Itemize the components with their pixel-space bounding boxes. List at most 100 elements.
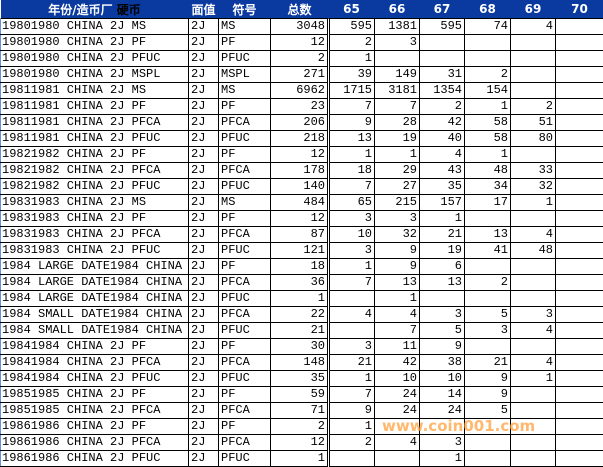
cell-grade-count[interactable]: 215 (375, 195, 420, 211)
cell-grade-count[interactable] (556, 339, 603, 355)
cell-name[interactable]: 19831983 CHINA 2J MS (1, 195, 189, 211)
cell-grade-count[interactable]: 1 (511, 371, 556, 387)
cell-grade-count[interactable]: 35 (420, 179, 465, 195)
cell-grade-count[interactable]: 5 (420, 323, 465, 339)
cell-grade-count[interactable]: 3 (375, 35, 420, 51)
cell-grade-count[interactable]: 4 (511, 355, 556, 371)
cell-grade-count[interactable]: 28 (375, 115, 420, 131)
cell-grade-count[interactable]: 1 (420, 211, 465, 227)
header-symbol[interactable]: 符号 (219, 0, 271, 19)
cell-grade-count[interactable] (556, 451, 603, 467)
cell-grade-count[interactable]: 13 (420, 275, 465, 291)
cell-grade-count[interactable] (511, 211, 556, 227)
cell-grade-count[interactable] (556, 83, 603, 99)
header-name[interactable]: 年份/造币厂 硬币 (1, 0, 189, 19)
cell-symbol[interactable]: PFCA (219, 307, 271, 323)
cell-symbol[interactable]: PFUC (219, 371, 271, 387)
cell-grade-count[interactable] (329, 291, 375, 307)
cell-grade-count[interactable] (556, 307, 603, 323)
cell-grade-count[interactable]: 38 (420, 355, 465, 371)
cell-grade-count[interactable] (375, 451, 420, 467)
cell-symbol[interactable]: MS (219, 83, 271, 99)
cell-grade-count[interactable]: 42 (375, 355, 420, 371)
cell-grade-count[interactable]: 1715 (329, 83, 375, 99)
cell-face[interactable]: 2J (189, 307, 219, 323)
cell-grade-count[interactable]: 3 (420, 307, 465, 323)
cell-grade-count[interactable]: 10 (329, 227, 375, 243)
cell-face[interactable]: 2J (189, 67, 219, 83)
cell-face[interactable]: 2J (189, 179, 219, 195)
cell-grade-count[interactable] (511, 291, 556, 307)
cell-face[interactable]: 2J (189, 323, 219, 339)
cell-symbol[interactable]: PFCA (219, 435, 271, 451)
cell-grade-count[interactable]: 7 (375, 99, 420, 115)
cell-grade-count[interactable]: 39 (329, 67, 375, 83)
cell-grade-count[interactable]: 29 (375, 163, 420, 179)
cell-grade-count[interactable] (375, 51, 420, 67)
cell-grade-count[interactable] (556, 67, 603, 83)
cell-grade-count[interactable] (465, 291, 511, 307)
cell-grade-count[interactable]: 7 (329, 99, 375, 115)
cell-grade-count[interactable]: 33 (511, 163, 556, 179)
cell-name[interactable]: 1984 LARGE DATE1984 CHINA (1, 259, 189, 275)
cell-grade-count[interactable]: 1 (375, 147, 420, 163)
cell-name[interactable]: 19861986 CHINA 2J PFUC (1, 451, 189, 467)
cell-total[interactable]: 23 (271, 99, 329, 115)
cell-grade-count[interactable]: 40 (420, 131, 465, 147)
cell-symbol[interactable]: PF (219, 147, 271, 163)
cell-grade-count[interactable]: 7 (329, 275, 375, 291)
cell-face[interactable]: 2J (189, 339, 219, 355)
cell-grade-count[interactable]: 1 (329, 419, 375, 435)
cell-grade-count[interactable] (556, 403, 603, 419)
cell-grade-count[interactable]: 17 (465, 195, 511, 211)
header-grade[interactable]: 69 (511, 0, 556, 19)
cell-grade-count[interactable]: 10 (375, 371, 420, 387)
header-grade[interactable]: 68 (465, 0, 511, 19)
cell-grade-count[interactable] (511, 387, 556, 403)
cell-symbol[interactable]: MS (219, 19, 271, 35)
cell-name[interactable]: 19821982 CHINA 2J PFUC (1, 179, 189, 195)
cell-grade-count[interactable] (556, 35, 603, 51)
cell-grade-count[interactable]: 32 (375, 227, 420, 243)
cell-grade-count[interactable]: 595 (420, 19, 465, 35)
cell-name[interactable]: 19861986 CHINA 2J PFCA (1, 435, 189, 451)
cell-total[interactable]: 21 (271, 323, 329, 339)
cell-grade-count[interactable]: 7 (329, 179, 375, 195)
cell-grade-count[interactable]: 34 (465, 179, 511, 195)
cell-total[interactable]: 1 (271, 291, 329, 307)
cell-grade-count[interactable]: 1 (329, 147, 375, 163)
cell-grade-count[interactable] (465, 35, 511, 51)
cell-total[interactable]: 1 (271, 451, 329, 467)
cell-face[interactable]: 2J (189, 275, 219, 291)
cell-grade-count[interactable]: 13 (329, 131, 375, 147)
cell-grade-count[interactable] (420, 291, 465, 307)
cell-grade-count[interactable] (511, 275, 556, 291)
cell-grade-count[interactable] (511, 51, 556, 67)
cell-grade-count[interactable]: 65 (329, 195, 375, 211)
cell-name[interactable]: 1984 SMALL DATE1984 CHINA (1, 323, 189, 339)
cell-grade-count[interactable]: 2 (511, 99, 556, 115)
cell-grade-count[interactable] (556, 51, 603, 67)
cell-grade-count[interactable]: 9 (420, 339, 465, 355)
cell-total[interactable]: 71 (271, 403, 329, 419)
cell-grade-count[interactable] (465, 259, 511, 275)
cell-grade-count[interactable]: 6 (420, 259, 465, 275)
cell-grade-count[interactable]: 18 (329, 163, 375, 179)
cell-grade-count[interactable] (511, 259, 556, 275)
cell-grade-count[interactable] (511, 35, 556, 51)
cell-face[interactable]: 2J (189, 147, 219, 163)
cell-name[interactable]: 19801980 CHINA 2J PFUC (1, 51, 189, 67)
cell-grade-count[interactable]: 3181 (375, 83, 420, 99)
cell-grade-count[interactable]: 32 (511, 179, 556, 195)
cell-name[interactable]: 19811981 CHINA 2J PFUC (1, 131, 189, 147)
cell-grade-count[interactable]: 74 (465, 19, 511, 35)
cell-name[interactable]: 19801980 CHINA 2J PF (1, 35, 189, 51)
cell-name[interactable]: 19801980 CHINA 2J MSPL (1, 67, 189, 83)
cell-symbol[interactable]: PFUC (219, 131, 271, 147)
cell-grade-count[interactable] (556, 243, 603, 259)
header-grade[interactable]: 66 (375, 0, 420, 19)
cell-grade-count[interactable]: 4 (511, 323, 556, 339)
cell-total[interactable]: 3048 (271, 19, 329, 35)
cell-total[interactable]: 484 (271, 195, 329, 211)
cell-total[interactable]: 148 (271, 355, 329, 371)
